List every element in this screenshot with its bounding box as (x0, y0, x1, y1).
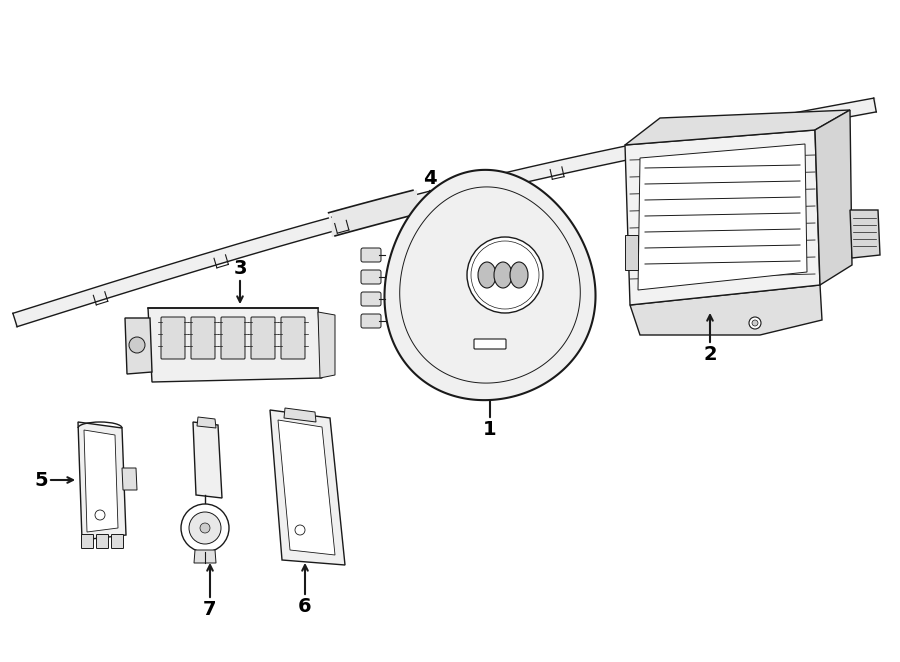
Polygon shape (815, 110, 852, 285)
Polygon shape (284, 408, 316, 422)
FancyBboxPatch shape (112, 534, 123, 549)
FancyBboxPatch shape (474, 339, 506, 349)
Polygon shape (270, 410, 345, 565)
Polygon shape (625, 130, 820, 305)
Text: 6: 6 (298, 597, 311, 616)
FancyBboxPatch shape (361, 248, 381, 262)
Polygon shape (278, 420, 335, 555)
Text: 5: 5 (34, 471, 48, 489)
FancyBboxPatch shape (361, 292, 381, 306)
Polygon shape (850, 210, 880, 258)
Ellipse shape (494, 262, 512, 288)
Text: 1: 1 (483, 420, 497, 439)
Polygon shape (625, 110, 850, 145)
Text: 4: 4 (423, 169, 436, 188)
Text: 2: 2 (703, 345, 716, 364)
Circle shape (467, 237, 543, 313)
Circle shape (752, 320, 758, 326)
FancyBboxPatch shape (161, 317, 185, 359)
Circle shape (129, 337, 145, 353)
FancyBboxPatch shape (361, 314, 381, 328)
Ellipse shape (510, 262, 528, 288)
Polygon shape (78, 422, 126, 540)
Polygon shape (125, 318, 152, 374)
Polygon shape (193, 422, 222, 498)
FancyBboxPatch shape (82, 534, 94, 549)
FancyBboxPatch shape (361, 270, 381, 284)
FancyBboxPatch shape (221, 317, 245, 359)
Polygon shape (194, 550, 216, 563)
Circle shape (189, 512, 221, 544)
Polygon shape (384, 170, 596, 400)
FancyBboxPatch shape (191, 317, 215, 359)
Polygon shape (630, 285, 822, 335)
Polygon shape (197, 417, 216, 428)
Polygon shape (625, 235, 638, 270)
Polygon shape (84, 430, 118, 532)
Polygon shape (318, 312, 335, 378)
Circle shape (295, 525, 305, 535)
Ellipse shape (478, 262, 496, 288)
FancyBboxPatch shape (281, 317, 305, 359)
Text: 3: 3 (233, 259, 247, 278)
FancyBboxPatch shape (96, 534, 109, 549)
FancyBboxPatch shape (251, 317, 275, 359)
Polygon shape (638, 144, 807, 290)
Circle shape (200, 523, 210, 533)
Circle shape (749, 317, 761, 329)
Polygon shape (122, 468, 137, 490)
Text: 7: 7 (203, 600, 217, 619)
Polygon shape (148, 308, 322, 382)
Circle shape (95, 510, 105, 520)
Circle shape (181, 504, 229, 552)
